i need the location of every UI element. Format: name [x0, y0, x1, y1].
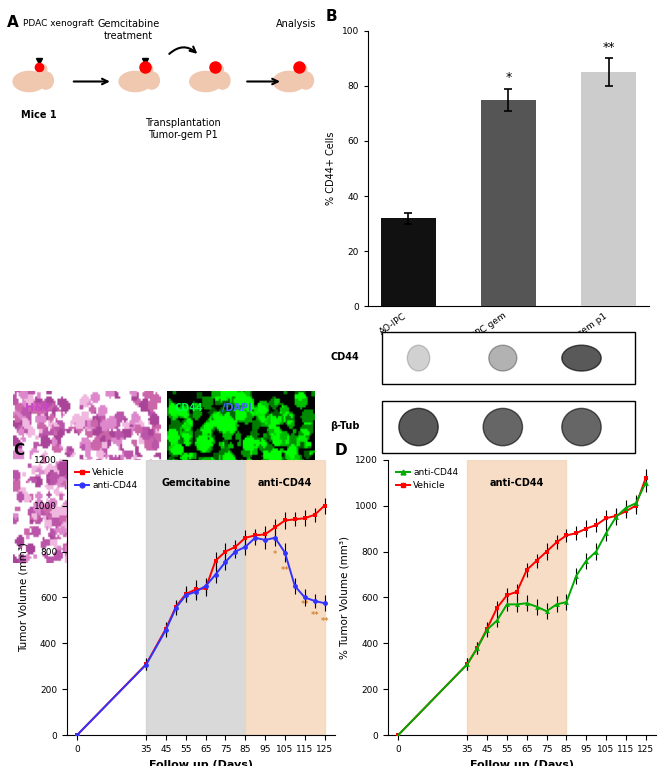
- Legend: Vehicle, anti-CD44: Vehicle, anti-CD44: [72, 464, 141, 494]
- Text: anti-CD44: anti-CD44: [258, 478, 312, 488]
- Text: Gemcitabine: Gemcitabine: [161, 478, 230, 488]
- Bar: [581, 72, 636, 306]
- Ellipse shape: [300, 65, 307, 74]
- Ellipse shape: [38, 72, 54, 89]
- Bar: [468, 460, 567, 735]
- Text: **: **: [320, 617, 329, 626]
- Text: Gemcitabine
treatment: Gemcitabine treatment: [98, 19, 160, 41]
- Ellipse shape: [562, 345, 601, 371]
- Bar: [381, 218, 436, 306]
- Text: CD44: CD44: [175, 403, 203, 413]
- Ellipse shape: [190, 71, 222, 92]
- Legend: anti-CD44, Vehicle: anti-CD44, Vehicle: [393, 464, 462, 494]
- FancyBboxPatch shape: [382, 332, 635, 384]
- Text: *: *: [273, 550, 277, 559]
- Ellipse shape: [41, 65, 47, 74]
- Ellipse shape: [399, 408, 438, 446]
- Text: CD44: CD44: [330, 352, 359, 362]
- Ellipse shape: [217, 65, 223, 74]
- Text: Mice 1: Mice 1: [21, 110, 57, 120]
- Bar: [147, 460, 246, 735]
- Y-axis label: % Tumor Volume (mm³): % Tumor Volume (mm³): [340, 536, 350, 659]
- Text: Transplantation
Tumor-gem P1: Transplantation Tumor-gem P1: [145, 118, 221, 140]
- Text: D: D: [334, 443, 347, 458]
- Text: B: B: [326, 8, 337, 24]
- Ellipse shape: [145, 72, 159, 89]
- Text: **: **: [310, 611, 319, 620]
- Ellipse shape: [489, 345, 517, 371]
- Text: /DAPI: /DAPI: [221, 403, 252, 413]
- Text: anti-CD44: anti-CD44: [490, 478, 544, 488]
- Ellipse shape: [298, 72, 314, 89]
- Ellipse shape: [147, 65, 153, 74]
- Text: *: *: [505, 71, 512, 84]
- X-axis label: Follow up (Days): Follow up (Days): [470, 760, 574, 766]
- Ellipse shape: [13, 71, 45, 92]
- FancyBboxPatch shape: [382, 401, 635, 453]
- Ellipse shape: [215, 72, 230, 89]
- Ellipse shape: [273, 71, 305, 92]
- Text: C: C: [13, 443, 25, 458]
- Text: PDAC xenograft: PDAC xenograft: [23, 19, 94, 28]
- Ellipse shape: [483, 408, 522, 446]
- Text: H&E: H&E: [25, 403, 52, 413]
- Bar: [481, 100, 536, 306]
- Y-axis label: % CD44+ Cells: % CD44+ Cells: [326, 132, 336, 205]
- Bar: [246, 460, 324, 735]
- Y-axis label: Tumor Volume (mm³): Tumor Volume (mm³): [19, 542, 29, 653]
- Text: **: **: [300, 600, 309, 609]
- Text: **: **: [281, 567, 289, 575]
- Text: A: A: [7, 15, 19, 31]
- Ellipse shape: [407, 345, 429, 371]
- X-axis label: Follow up (Days): Follow up (Days): [149, 760, 253, 766]
- Ellipse shape: [562, 408, 601, 446]
- Ellipse shape: [119, 71, 151, 92]
- Text: **: **: [602, 41, 615, 54]
- Text: Analysis: Analysis: [276, 19, 316, 29]
- Text: β-Tub: β-Tub: [330, 421, 359, 431]
